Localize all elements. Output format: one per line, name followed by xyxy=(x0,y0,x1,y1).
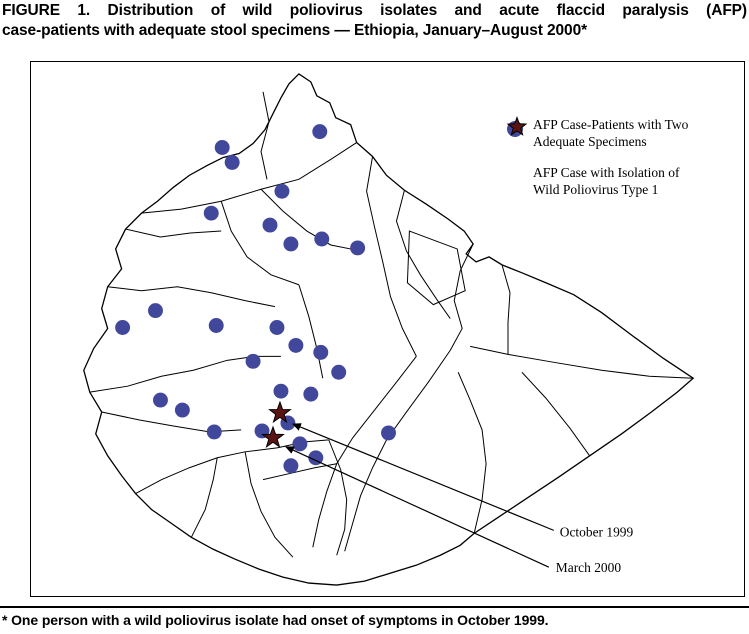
callout-label-march: March 2000 xyxy=(556,560,622,575)
legend-afp-label-line2: Adequate Specimens xyxy=(533,134,647,149)
legend-wild-label-line1: AFP Case with Isolation of xyxy=(533,165,680,180)
afp-case-dot xyxy=(331,364,347,380)
figure-title-line-1: FIGURE 1. Distribution of wild polioviru… xyxy=(2,2,747,19)
afp-case-dot xyxy=(314,231,330,247)
afp-case-dot xyxy=(206,424,222,440)
legend-item-wild-poliovirus: AFP Case with Isolation of Wild Poliovir… xyxy=(507,116,737,198)
afp-case-dot xyxy=(152,392,168,408)
map-legend: AFP Case-Patients with Two Adequate Spec… xyxy=(507,116,737,198)
afp-case-dot xyxy=(313,344,329,360)
legend-afp-label-line1: AFP Case-Patients with Two xyxy=(533,117,689,132)
poliovirus-star xyxy=(268,400,292,424)
afp-case-dot xyxy=(283,236,299,252)
afp-case-dot xyxy=(381,425,396,441)
callout-line-october xyxy=(291,423,555,531)
afp-case-dot xyxy=(273,383,289,399)
figure-title-line-2: case-patients with adequate stool specim… xyxy=(2,22,588,39)
afp-case-dot xyxy=(283,458,299,474)
afp-case-dot xyxy=(274,183,290,199)
afp-case-dot xyxy=(288,337,304,353)
afp-case-dot xyxy=(308,450,324,466)
afp-case-dot xyxy=(174,402,190,418)
afp-case-dot xyxy=(292,436,308,452)
callout-label-october: October 1999 xyxy=(560,524,634,539)
afp-case-dot xyxy=(203,205,219,221)
afp-dots-layer xyxy=(115,124,396,474)
poliovirus-star xyxy=(261,425,285,448)
figure-footnote: * One person with a wild poliovirus isol… xyxy=(2,612,549,628)
afp-case-dot xyxy=(269,320,285,335)
footnote-rule xyxy=(0,606,749,608)
afp-case-dot xyxy=(303,386,319,402)
ethiopia-map: October 1999 March 2000 xyxy=(83,73,695,586)
afp-case-dot xyxy=(350,240,366,256)
afp-case-dot xyxy=(224,154,240,170)
afp-case-dot xyxy=(262,217,278,233)
poliovirus-star-icon xyxy=(507,116,528,136)
afp-case-dot xyxy=(148,303,163,319)
afp-case-dot xyxy=(115,320,131,335)
afp-case-dot xyxy=(208,318,224,333)
afp-case-dot xyxy=(245,353,261,369)
legend-wild-label-line2: Wild Poliovirus Type 1 xyxy=(533,182,659,197)
poliovirus-stars-layer xyxy=(261,400,292,448)
afp-case-dot xyxy=(312,124,328,140)
legend-item-afp-cases: AFP Case-Patients with Two Adequate Spec… xyxy=(507,116,737,150)
ethiopia-national-border xyxy=(83,73,695,586)
afp-case-dot xyxy=(214,140,230,155)
region-borders xyxy=(89,91,694,558)
map-container: October 1999 March 2000 AFP Case-Patient… xyxy=(30,61,745,597)
callout-line-march xyxy=(285,446,550,568)
